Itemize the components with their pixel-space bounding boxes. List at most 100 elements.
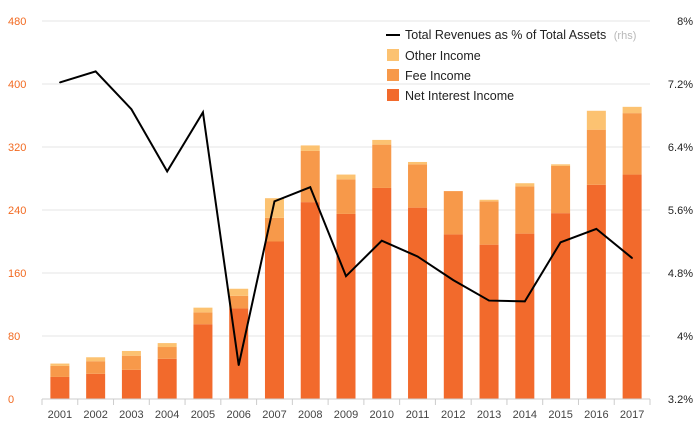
legend-label-nii: Net Interest Income <box>405 89 514 103</box>
line-point-2017 <box>631 257 633 259</box>
bar-fee-income-2004 <box>157 347 177 359</box>
bar-fee-income-2016 <box>586 129 606 185</box>
bar-fee-income-2017 <box>622 113 642 175</box>
y-left-tick-label: 160 <box>8 268 26 280</box>
line-point-2002 <box>94 70 97 73</box>
legend-swatch-fee <box>387 69 399 81</box>
x-tick-label: 2009 <box>334 409 358 421</box>
axes: 0 80 160 240 320 400 480 3.2% 4% 4.8% 5.6% 6.4% 7.2%… <box>8 16 693 421</box>
x-tick-label: 2005 <box>191 409 215 421</box>
bar-other-income-2005 <box>193 307 213 313</box>
y-left-tick-label: 480 <box>8 16 26 28</box>
line-point-2011 <box>416 255 419 258</box>
bar-fee-income-2014 <box>515 186 535 234</box>
bar-net-interest-income-2013 <box>479 244 499 399</box>
line-point-2012 <box>452 279 455 281</box>
y-right-tick-label: 3.2% <box>668 394 693 406</box>
bar-other-income-2007 <box>264 198 284 218</box>
bar-net-interest-income-2001 <box>50 376 70 399</box>
bar-other-income-2002 <box>86 357 106 362</box>
x-tick-label: 2015 <box>548 409 572 421</box>
x-tick-label: 2006 <box>226 409 250 421</box>
y-right-tick-label: 6.4% <box>668 142 693 154</box>
line-layer <box>59 70 633 366</box>
x-tick-label: 2008 <box>298 409 322 421</box>
x-tick-label: 2003 <box>119 409 143 421</box>
x-tick-label: 2001 <box>48 409 72 421</box>
x-tick-label: 2002 <box>83 409 107 421</box>
y-right-tick-label: 4.8% <box>668 268 693 280</box>
bar-net-interest-income-2008 <box>300 202 320 399</box>
bar-other-income-2001 <box>50 363 70 366</box>
bar-other-income-2008 <box>300 145 320 151</box>
bar-net-interest-income-2007 <box>264 241 284 399</box>
x-tick-label: 2010 <box>370 409 394 421</box>
legend-line-label: Total Revenues as % of Total Assets (rhs… <box>405 28 636 42</box>
bar-net-interest-income-2003 <box>121 369 141 399</box>
bar-other-income-2004 <box>157 343 177 348</box>
x-tick-label: 2012 <box>441 409 465 421</box>
legend-swatch-other <box>387 49 399 61</box>
bar-fee-income-2001 <box>50 365 70 377</box>
y-left-tick-label: 0 <box>8 394 14 406</box>
bar-net-interest-income-2015 <box>551 213 571 399</box>
legend: Total Revenues as % of Total Assets (rhs… <box>386 28 636 103</box>
legend-swatch-nii <box>387 89 399 101</box>
bar-net-interest-income-2016 <box>586 184 606 399</box>
x-tick-label: 2004 <box>155 409 179 421</box>
line-point-2008 <box>309 186 312 188</box>
line-point-2015 <box>559 241 562 244</box>
bar-other-income-2016 <box>586 110 606 130</box>
bar-other-income-2015 <box>551 164 571 166</box>
x-tick-label: 2016 <box>584 409 608 421</box>
y-left-tick-label: 400 <box>8 79 26 91</box>
bar-fee-income-2006 <box>229 295 249 309</box>
x-tick-label: 2011 <box>406 409 430 421</box>
bars <box>50 106 642 399</box>
line-point-2009 <box>345 275 347 277</box>
line-point-2007 <box>273 200 276 203</box>
line-point-2003 <box>130 108 133 110</box>
bar-net-interest-income-2017 <box>622 174 642 399</box>
bar-net-interest-income-2009 <box>336 213 356 399</box>
bar-other-income-2014 <box>515 183 535 187</box>
bar-fee-income-2011 <box>408 164 428 208</box>
y-left-tick-label: 240 <box>8 205 26 217</box>
bar-other-income-2013 <box>479 199 499 202</box>
line-point-2005 <box>202 111 204 114</box>
x-tick-label: 2014 <box>513 409 537 421</box>
bar-net-interest-income-2012 <box>443 234 463 399</box>
legend-label-other: Other Income <box>405 49 481 63</box>
bar-other-income-2011 <box>408 161 428 165</box>
bar-net-interest-income-2010 <box>372 187 392 399</box>
bar-fee-income-2012 <box>443 191 463 235</box>
bar-other-income-2003 <box>121 350 141 356</box>
line-point-2006 <box>237 364 240 366</box>
bar-fee-income-2010 <box>372 144 392 188</box>
line-point-2013 <box>488 299 490 302</box>
x-tick-label: 2013 <box>477 409 501 421</box>
bar-other-income-2010 <box>372 139 392 145</box>
line-point-2010 <box>380 239 383 242</box>
line-point-2014 <box>524 300 526 303</box>
bar-fee-income-2002 <box>86 361 106 374</box>
bar-other-income-2006 <box>229 288 249 296</box>
y-left-tick-label: 320 <box>8 142 26 154</box>
bar-fee-income-2005 <box>193 312 213 325</box>
bar-other-income-2009 <box>336 174 356 180</box>
bar-net-interest-income-2005 <box>193 324 213 399</box>
bar-net-interest-income-2011 <box>408 207 428 399</box>
y-right-tick-label: 8% <box>677 16 693 28</box>
bar-fee-income-2013 <box>479 201 499 245</box>
legend-label-fee: Fee Income <box>405 69 471 83</box>
bar-fee-income-2009 <box>336 179 356 214</box>
y-right-tick-label: 5.6% <box>668 205 693 217</box>
x-tick-label: 2017 <box>620 409 644 421</box>
bar-net-interest-income-2004 <box>157 358 177 399</box>
bar-net-interest-income-2014 <box>515 233 535 399</box>
bar-fee-income-2003 <box>121 355 141 370</box>
bar-fee-income-2008 <box>300 150 320 203</box>
y-right-tick-label: 4% <box>677 331 693 343</box>
